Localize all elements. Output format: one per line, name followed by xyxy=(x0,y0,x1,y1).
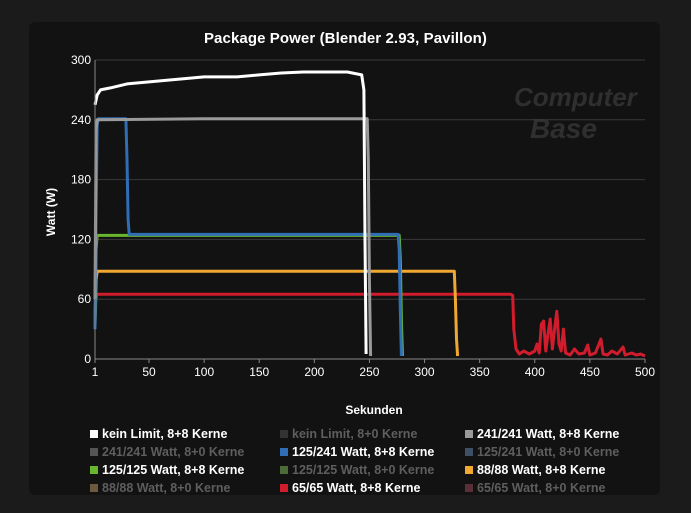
legend-swatch xyxy=(465,448,473,456)
legend-label: 88/88 Watt, 8+8 Kerne xyxy=(477,463,606,477)
computerbase-watermark: Computer Base xyxy=(514,82,638,144)
series-line-4 xyxy=(93,117,403,357)
legend-label: 125/125 Watt, 8+0 Kerne xyxy=(292,463,435,477)
legend-swatch xyxy=(280,448,288,456)
y-tick-label: 240 xyxy=(71,113,91,127)
legend-label: kein Limit, 8+8 Kerne xyxy=(102,427,228,441)
legend-label: 65/65 Watt, 8+8 Kerne xyxy=(292,481,421,495)
legend-label: 88/88 Watt, 8+0 Kerne xyxy=(102,481,231,495)
y-tick-label: 300 xyxy=(71,53,91,67)
legend-label: kein Limit, 8+0 Kerne xyxy=(292,427,418,441)
legend-item[interactable]: 65/65 Watt, 8+0 Kerne xyxy=(465,480,650,496)
watermark-line1: Computer xyxy=(514,82,638,112)
chart-panel xyxy=(29,22,660,495)
series-line-2 xyxy=(93,117,373,357)
legend-swatch xyxy=(280,484,288,492)
legend-item[interactable]: 125/125 Watt, 8+0 Kerne xyxy=(280,462,465,478)
series-line-0 xyxy=(93,70,368,355)
legend-label: 241/241 Watt, 8+0 Kerne xyxy=(102,445,245,459)
legend: kein Limit, 8+8 Kerne kein Limit, 8+0 Ker… xyxy=(90,426,650,496)
legend-item[interactable]: kein Limit, 8+8 Kerne xyxy=(90,426,280,442)
legend-swatch xyxy=(280,430,288,438)
x-tick-label: 100 xyxy=(194,365,214,379)
x-tick-label: 200 xyxy=(304,365,324,379)
legend-swatch xyxy=(465,430,473,438)
y-tick-label: 0 xyxy=(84,352,91,366)
legend-label: 125/125 Watt, 8+8 Kerne xyxy=(102,463,245,477)
legend-item[interactable]: 125/241 Watt, 8+0 Kerne xyxy=(465,444,650,460)
legend-item[interactable]: 65/65 Watt, 8+8 Kerne xyxy=(280,480,465,496)
legend-swatch xyxy=(465,466,473,474)
x-tick-label: 400 xyxy=(525,365,545,379)
legend-label: 65/65 Watt, 8+0 Kerne xyxy=(477,481,606,495)
x-axis-label: Sekunden xyxy=(345,403,402,417)
y-tick-label: 120 xyxy=(71,232,91,246)
y-axis-label: Watt (W) xyxy=(44,188,58,236)
x-tick-label: 1 xyxy=(92,365,99,379)
x-tick-label: 50 xyxy=(142,365,156,379)
legend-item[interactable]: 88/88 Watt, 8+0 Kerne xyxy=(90,480,280,496)
legend-swatch xyxy=(90,484,98,492)
legend-item[interactable]: 125/241 Watt, 8+8 Kerne xyxy=(280,444,465,460)
legend-swatch xyxy=(90,448,98,456)
x-tick-label: 250 xyxy=(359,365,379,379)
watermark-line2: Base xyxy=(530,113,597,144)
legend-swatch xyxy=(90,466,98,474)
legend-label: 125/241 Watt, 8+0 Kerne xyxy=(477,445,620,459)
legend-swatch xyxy=(465,484,473,492)
series-lines xyxy=(93,70,646,358)
x-tick-label: 500 xyxy=(635,365,655,379)
legend-item[interactable]: 241/241 Watt, 8+8 Kerne xyxy=(465,426,650,442)
legend-item[interactable]: 88/88 Watt, 8+8 Kerne xyxy=(465,462,650,478)
legend-item[interactable]: 241/241 Watt, 8+0 Kerne xyxy=(90,444,280,460)
legend-swatch xyxy=(90,430,98,438)
x-tick-label: 450 xyxy=(580,365,600,379)
legend-label: 125/241 Watt, 8+8 Kerne xyxy=(292,445,435,459)
legend-label: 241/241 Watt, 8+8 Kerne xyxy=(477,427,620,441)
series-line-10 xyxy=(93,292,646,358)
y-tick-label: 60 xyxy=(78,292,92,306)
y-tick-label: 180 xyxy=(71,173,91,187)
legend-swatch xyxy=(280,466,288,474)
legend-item[interactable]: kein Limit, 8+0 Kerne xyxy=(280,426,465,442)
chart-title: Package Power (Blender 2.93, Pavillon) xyxy=(203,30,488,47)
x-tick-label: 150 xyxy=(249,365,269,379)
x-tick-label: 350 xyxy=(470,365,490,379)
legend-item[interactable]: 125/125 Watt, 8+8 Kerne xyxy=(90,462,280,478)
x-tick-label: 300 xyxy=(415,365,435,379)
